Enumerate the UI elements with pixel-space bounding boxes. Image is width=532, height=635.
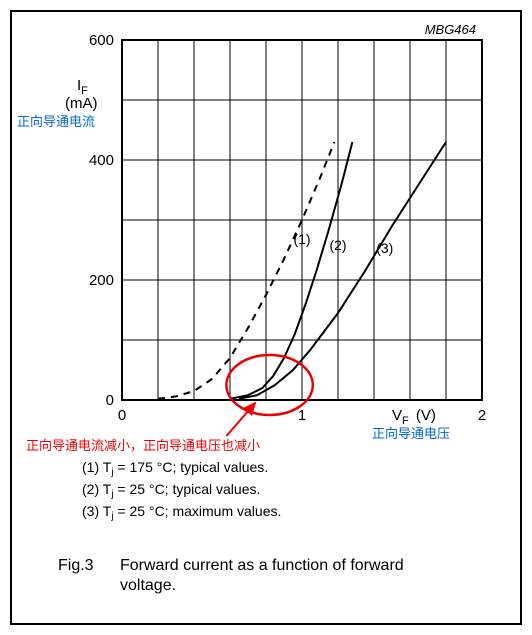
x-axis-label: VF (V) (392, 407, 436, 427)
y-tick-label: 200 (89, 272, 114, 289)
chart-svg: MBG4640200400600012IF(mA)正向导通电流VF (V)正向导… (12, 12, 520, 623)
figure-container: MBG4640200400600012IF(mA)正向导通电流VF (V)正向导… (10, 10, 522, 625)
y-tick-label: 600 (89, 32, 114, 49)
curve-label-3: (3) (376, 240, 393, 256)
red-annotation-text: 正向导通电流减小，正向导通电压也减小 (26, 438, 260, 453)
figure-caption-text-2: voltage. (120, 577, 176, 594)
curve-label-2: (2) (329, 237, 346, 253)
y-axis-unit: (mA) (65, 95, 98, 112)
curve-label-1: (1) (293, 231, 310, 247)
x-axis-annotation: 正向导通电压 (372, 426, 450, 441)
legend-item: (3) Tj = 25 °C; maximum values. (82, 503, 281, 522)
figure-caption-text: Forward current as a function of forward (120, 557, 404, 574)
x-tick-label: 0 (118, 407, 126, 424)
legend-item: (2) Tj = 25 °C; typical values. (82, 481, 260, 500)
chart-id: MBG464 (425, 22, 476, 37)
x-tick-label: 2 (478, 407, 486, 424)
figure-caption-label: Fig.3 (58, 557, 94, 574)
x-tick-label: 1 (298, 407, 306, 424)
y-tick-label: 0 (106, 392, 114, 409)
legend-item: (1) Tj = 175 °C; typical values. (82, 459, 268, 478)
y-axis-annotation: 正向导通电流 (17, 114, 95, 129)
y-axis-label: IF (77, 77, 88, 97)
y-tick-label: 400 (89, 152, 114, 169)
